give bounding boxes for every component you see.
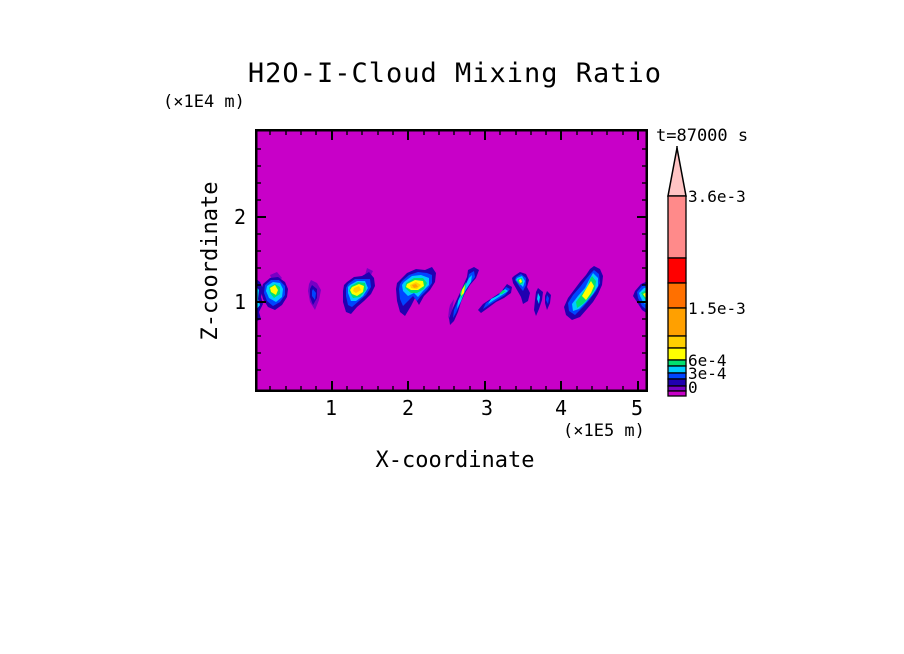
x-axis-title: X-coordinate [375,448,535,473]
x-tick-label: 2 [401,396,415,420]
colorbar-segment [667,365,687,374]
cloud-5-layer [461,285,465,296]
x-tick-label: 4 [554,396,568,420]
x-axis-unit: (×1E5 m) [563,421,645,441]
plot-background [255,129,648,392]
time-annotation: t=87000 s [656,126,749,146]
colorbar-level-label: 1.5e-3 [688,299,746,318]
cloud-8-layer [546,295,549,304]
x-tick-label: 3 [480,396,494,420]
cloud-9-layer [582,281,594,300]
cloud-8-layer [537,293,540,304]
cloud-1-layer [270,285,278,295]
cloud-5-layer [448,299,454,319]
colorbar-segment [667,390,687,397]
colorbar-segment [667,359,687,367]
y-axis-title: Z-coordinate [198,181,223,341]
plot-frame [255,129,648,392]
colorbar-segment [667,282,687,309]
cloud-7-layer [519,279,522,283]
colorbar-level-label: 6e-4 [688,351,727,370]
colorbar-segment [667,347,687,361]
colorbar-segment [667,257,687,284]
colorbar-overflow-arrow [667,147,687,197]
chart-title: H2O-I-Cloud Mixing Ratio [247,58,663,89]
colorbar [667,146,687,397]
colorbar-segment [667,385,687,392]
x-tick-label: 1 [324,396,338,420]
colorbar-level-label: 3.6e-3 [688,187,746,206]
cloud-6-layer [499,290,506,294]
colorbar-segment [667,195,687,259]
colorbar-level-label: 3e-4 [688,364,727,383]
colorbar-segment [667,372,687,380]
plot-area [255,129,648,392]
cloud-3-layer [353,286,361,293]
colorbar-segment [667,378,687,387]
y-axis-unit: (×1E4 m) [163,92,245,112]
colorbar-segment [667,307,687,337]
colorbar-level-label: 0 [688,378,698,397]
cloud-4-layer [412,284,418,288]
colorbar-segment [667,335,687,349]
x-tick-label: 5 [630,396,644,420]
cloud-2-layer [312,289,316,300]
